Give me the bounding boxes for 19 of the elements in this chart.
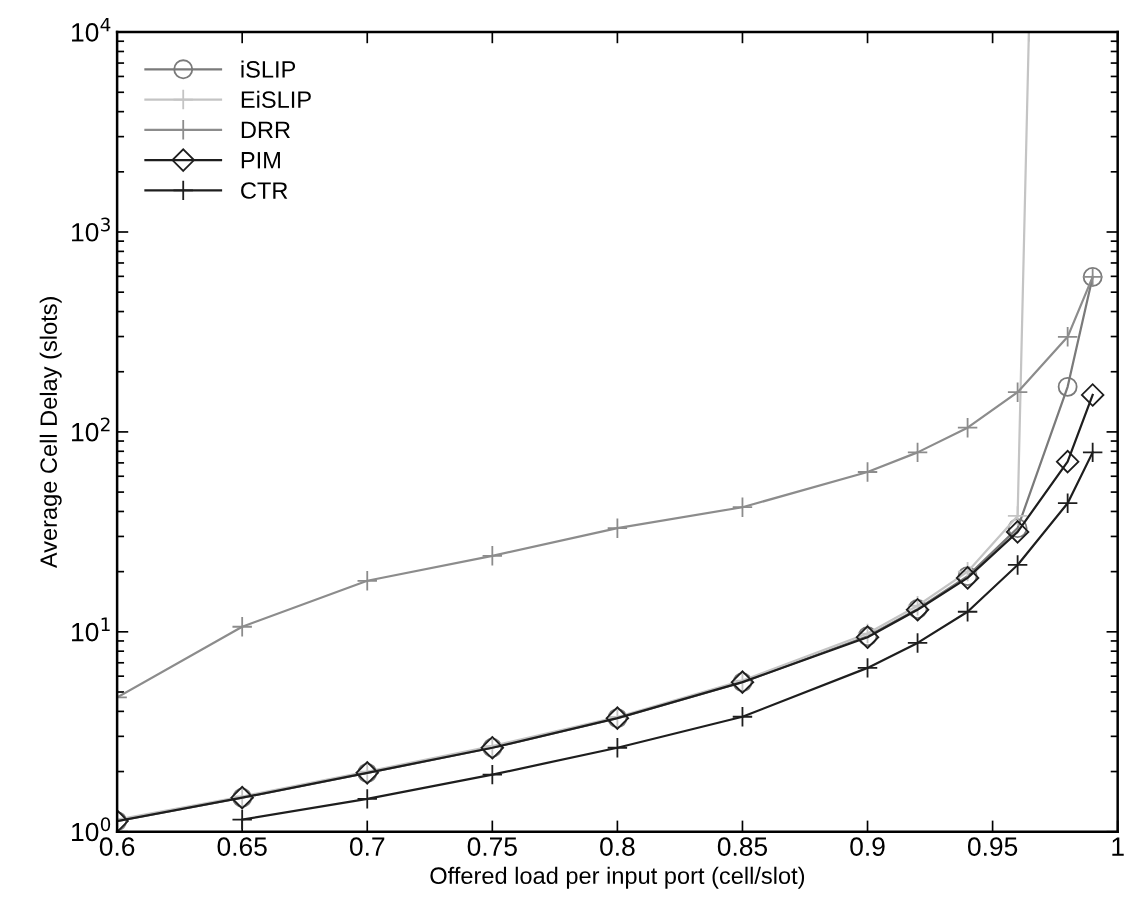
x-axis-title: Offered load per input port (cell/slot) — [430, 866, 805, 889]
legend-label: CTR — [241, 182, 288, 199]
y-tick-label: 10$^{4}$ — [72, 17, 111, 42]
x-tick-label: 0.85 — [717, 837, 768, 856]
x-tick-label: 0.9 — [850, 837, 885, 856]
x-tick-label: 0.8 — [600, 837, 635, 856]
y-tick-label: 10$^{2}$ — [72, 417, 110, 442]
x-tick-label: 1 — [1112, 837, 1124, 856]
x-tick-label: 0.95 — [967, 837, 1018, 856]
x-tick-label: 0.65 — [217, 837, 267, 856]
x-tick-label: 0.75 — [467, 837, 517, 856]
legend-label: DRR — [241, 121, 290, 139]
legend-label: EiSLIP — [241, 90, 311, 109]
legend-label: iSLIP — [241, 60, 296, 78]
legend-label: PIM — [241, 152, 280, 169]
y-tick-label: 10$^{1}$ — [72, 617, 110, 642]
y-axis-title: Average Cell Delay (slots) — [39, 297, 62, 569]
x-tick-label: 0.7 — [349, 837, 385, 856]
y-tick-label: 10$^{3}$ — [72, 217, 110, 242]
